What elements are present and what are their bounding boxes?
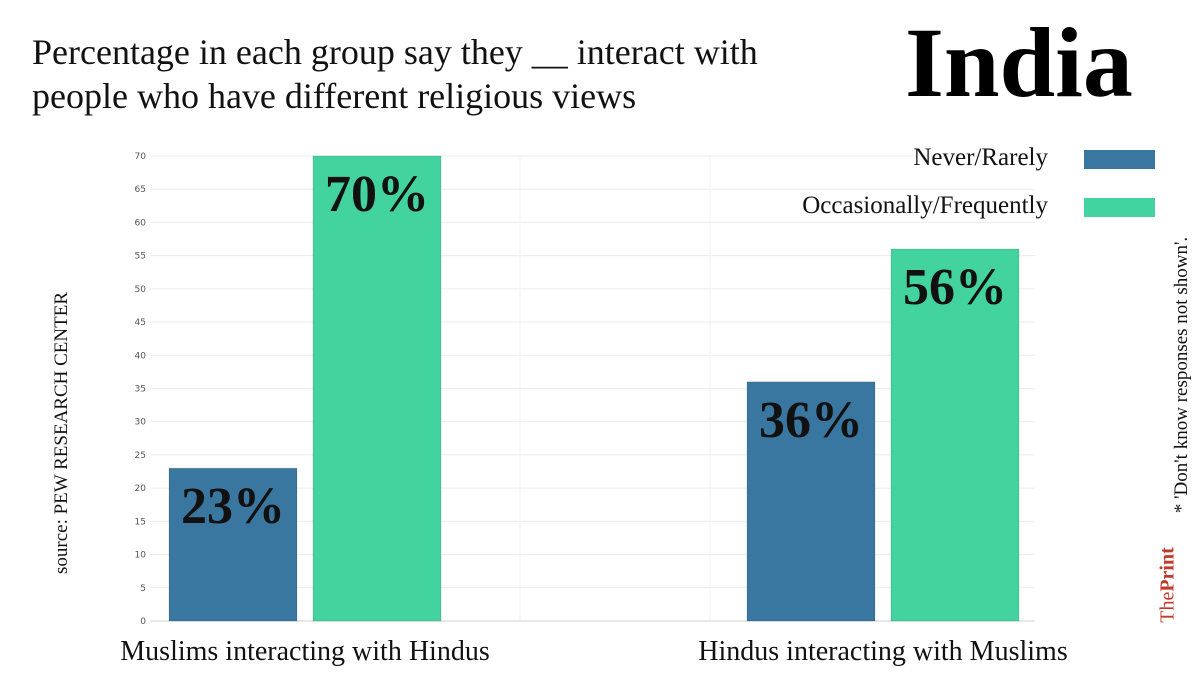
y-tick-label: 5 <box>140 584 146 594</box>
y-tick-label: 65 <box>135 185 146 195</box>
bar <box>890 248 1020 622</box>
x-tick-label: Hindus interacting with Muslims <box>698 636 1067 667</box>
y-tick-label: 60 <box>135 218 147 228</box>
y-tick-label: 35 <box>135 385 146 395</box>
y-tick-label: 70 <box>135 152 147 162</box>
y-tick-label: 0 <box>140 617 146 627</box>
y-tick-label: 15 <box>135 517 146 527</box>
legend-swatch <box>1084 198 1155 217</box>
country-label: India <box>905 7 1133 118</box>
legend-label: Occasionally/Frequently <box>802 192 1048 219</box>
data-label: 36% <box>759 392 863 449</box>
y-tick-label: 30 <box>135 418 147 428</box>
y-tick-label: 20 <box>135 484 147 494</box>
data-label: 56% <box>903 259 1007 316</box>
data-label: 23% <box>181 478 285 535</box>
data-label: 70% <box>325 166 429 223</box>
chart-title: Percentage in each group say they __ int… <box>32 32 758 116</box>
y-tick-label: 25 <box>135 451 146 461</box>
bar <box>168 467 298 622</box>
bar <box>746 381 876 622</box>
y-tick-label: 10 <box>135 551 147 561</box>
x-tick-label: Muslims interacting with Hindus <box>120 636 489 667</box>
y-tick-label: 45 <box>135 318 146 328</box>
y-tick-label: 55 <box>135 252 146 262</box>
legend-label: Never/Rarely <box>913 144 1048 171</box>
bar <box>312 155 442 622</box>
y-tick-label: 50 <box>135 285 147 295</box>
y-tick-label: 40 <box>135 351 147 361</box>
legend-swatch <box>1084 150 1155 169</box>
